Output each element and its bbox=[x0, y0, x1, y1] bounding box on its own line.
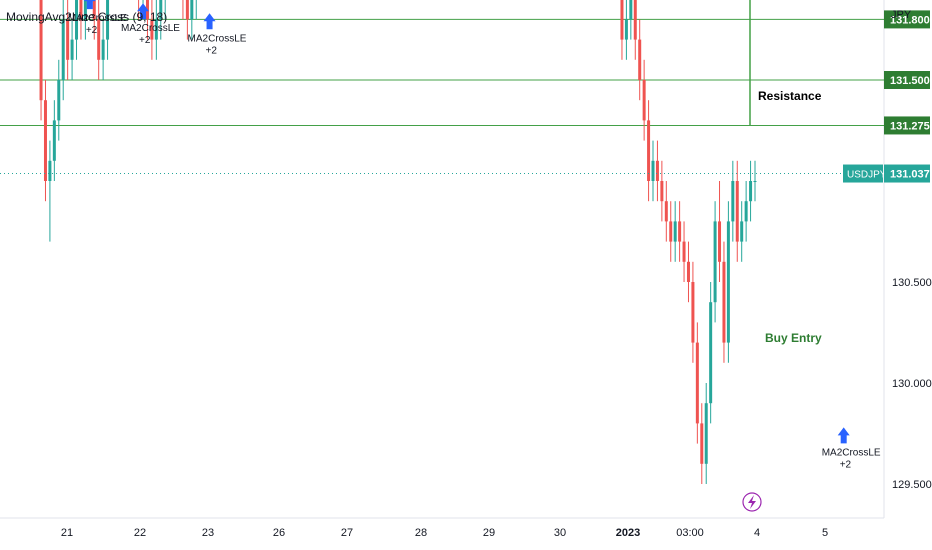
signal-qty: +2 bbox=[139, 35, 151, 46]
candle-body bbox=[673, 221, 677, 242]
candle-body bbox=[61, 19, 65, 80]
candle-body bbox=[190, 0, 194, 20]
lightning-bolt-icon bbox=[748, 495, 756, 509]
candle-body bbox=[664, 201, 668, 222]
candle-body bbox=[101, 39, 105, 60]
candle-body bbox=[638, 39, 642, 80]
candle-body bbox=[159, 0, 163, 20]
candle-body bbox=[713, 221, 717, 303]
candle-body bbox=[700, 423, 704, 464]
level-price-box bbox=[884, 10, 930, 29]
candle-body bbox=[682, 241, 686, 262]
candle-body bbox=[678, 221, 682, 242]
candle-body bbox=[722, 261, 726, 343]
candle-body bbox=[624, 19, 628, 40]
x-tick-label: 2023 bbox=[616, 527, 640, 539]
resistance-label: Resistance bbox=[758, 89, 822, 103]
x-tick-label: 22 bbox=[134, 527, 146, 539]
signal-label: MA2CrossLE bbox=[188, 33, 247, 44]
candle-body bbox=[185, 0, 189, 20]
candle-body bbox=[704, 403, 708, 464]
y-tick-label: 129.500 bbox=[892, 479, 932, 491]
signal-qty: +2 bbox=[206, 45, 218, 56]
candle-body bbox=[731, 181, 735, 222]
candle-body bbox=[647, 120, 651, 181]
level-price-label: 131.800 bbox=[890, 14, 930, 26]
candle-body bbox=[97, 19, 101, 60]
long-arrow-icon bbox=[203, 13, 216, 30]
candle-body bbox=[669, 221, 673, 242]
symbol-label: USDJPY bbox=[847, 170, 887, 181]
candle-body bbox=[66, 19, 70, 60]
symbol-box bbox=[843, 164, 883, 183]
signal-qty: +2 bbox=[86, 25, 98, 36]
candle-body bbox=[744, 201, 748, 222]
candle-body bbox=[753, 181, 757, 182]
candle-body bbox=[48, 160, 52, 181]
candle-body bbox=[655, 160, 659, 181]
candle-body bbox=[92, 0, 96, 20]
candle-body bbox=[43, 100, 47, 181]
long-arrow-icon bbox=[137, 3, 150, 20]
candle-body bbox=[70, 39, 74, 60]
x-tick-label: 5 bbox=[822, 527, 828, 539]
x-tick-label: 28 bbox=[415, 527, 427, 539]
x-tick-label: 27 bbox=[341, 527, 353, 539]
candle-body bbox=[52, 120, 56, 161]
candle-body bbox=[75, 0, 79, 40]
buy-entry-label: Buy Entry bbox=[765, 331, 822, 345]
candle-body bbox=[726, 221, 730, 343]
candle-body bbox=[709, 302, 713, 404]
x-tick-label: 21 bbox=[61, 527, 73, 539]
x-tick-label: 03:00 bbox=[676, 527, 704, 539]
x-tick-label: 30 bbox=[554, 527, 566, 539]
signal-label: MA2CrossLE bbox=[121, 23, 180, 34]
level-price-label: 131.275 bbox=[890, 120, 930, 132]
candle-body bbox=[83, 0, 87, 20]
candle-body bbox=[633, 0, 637, 40]
candle-body bbox=[154, 19, 158, 40]
long-arrow-icon bbox=[837, 427, 850, 444]
candle-body bbox=[718, 221, 722, 262]
signal-label: MA2CrossLE bbox=[68, 13, 127, 24]
candle-body bbox=[735, 181, 739, 242]
y-tick-label: 130.500 bbox=[892, 277, 932, 289]
study-title[interactable]: MovingAvg2Line Cross (9, 18) bbox=[6, 10, 168, 24]
candle-body bbox=[749, 181, 753, 202]
signal-qty: +2 bbox=[840, 459, 852, 470]
signal-label: MA2CrossLE bbox=[822, 447, 881, 458]
level-price-box bbox=[884, 116, 930, 135]
candle-body bbox=[39, 0, 43, 101]
candle-body bbox=[57, 80, 61, 121]
candle-body bbox=[740, 221, 744, 242]
candle-body bbox=[629, 0, 633, 20]
x-tick-label: 26 bbox=[273, 527, 285, 539]
candle-body bbox=[150, 19, 154, 40]
candle-body bbox=[691, 282, 695, 343]
long-arrow-icon bbox=[83, 0, 96, 10]
candle-body bbox=[660, 181, 664, 202]
candle-body bbox=[79, 0, 83, 20]
y-tick-label: 130.000 bbox=[892, 378, 932, 390]
x-tick-label: 4 bbox=[754, 527, 760, 539]
level-price-box bbox=[884, 71, 930, 89]
level-price-label: 131.500 bbox=[890, 75, 930, 87]
last-price-box bbox=[884, 164, 930, 183]
candle-body bbox=[620, 0, 624, 40]
candle-body bbox=[695, 342, 699, 424]
last-price-label: 131.037 bbox=[890, 169, 930, 181]
candle-body bbox=[106, 0, 110, 40]
x-tick-label: 23 bbox=[202, 527, 214, 539]
currency-label: JPY bbox=[891, 9, 912, 21]
candle-body bbox=[686, 261, 690, 282]
candle-body bbox=[642, 80, 646, 121]
x-tick-label: 29 bbox=[483, 527, 495, 539]
candle-body bbox=[651, 160, 655, 181]
